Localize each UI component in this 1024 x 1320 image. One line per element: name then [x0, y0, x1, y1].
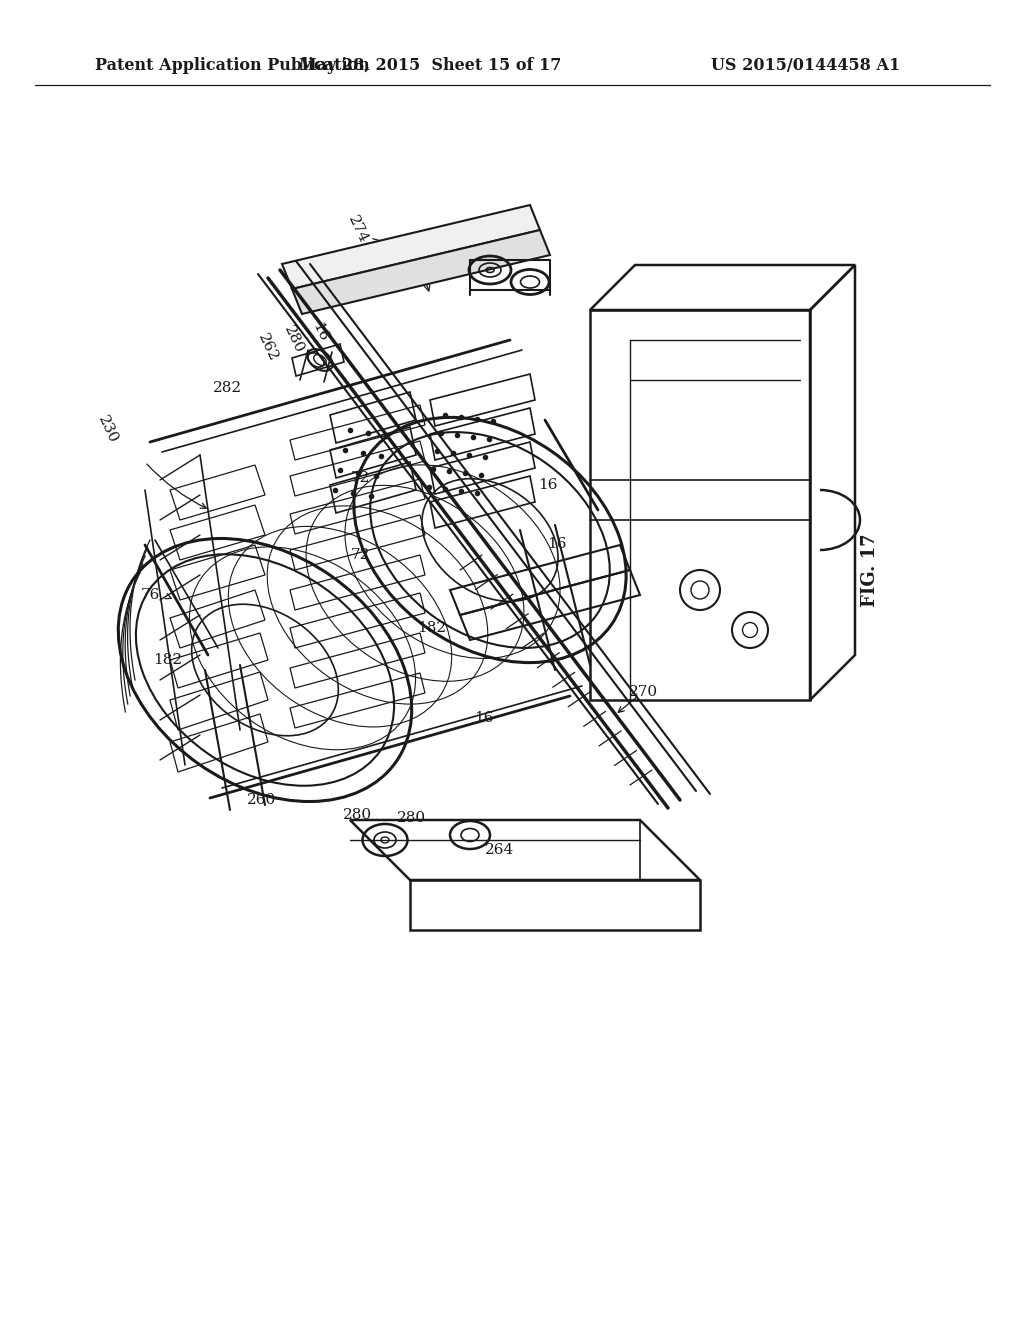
Polygon shape — [282, 205, 540, 289]
Text: US 2015/0144458 A1: US 2015/0144458 A1 — [711, 57, 900, 74]
Text: 76: 76 — [140, 587, 160, 602]
Text: Patent Application Publication: Patent Application Publication — [95, 57, 370, 74]
Text: 16: 16 — [474, 711, 494, 725]
Text: 270: 270 — [630, 685, 658, 700]
Text: 280: 280 — [397, 810, 427, 825]
Text: 282: 282 — [213, 381, 243, 395]
Text: 182: 182 — [154, 653, 182, 667]
Text: 264: 264 — [485, 843, 515, 857]
Text: May 28, 2015  Sheet 15 of 17: May 28, 2015 Sheet 15 of 17 — [299, 57, 561, 74]
Text: 72: 72 — [350, 548, 370, 562]
Text: 280: 280 — [343, 808, 373, 822]
Text: 274: 274 — [345, 214, 371, 246]
Text: 16: 16 — [539, 478, 558, 492]
Text: 260: 260 — [248, 793, 276, 807]
Text: 16: 16 — [309, 321, 331, 343]
Polygon shape — [292, 230, 550, 314]
Text: 16: 16 — [547, 537, 566, 550]
Text: 182: 182 — [418, 620, 446, 635]
Text: 280: 280 — [282, 323, 306, 356]
Text: 230: 230 — [95, 414, 121, 446]
Text: FIG. 17: FIG. 17 — [861, 533, 879, 607]
Text: 72: 72 — [350, 471, 370, 484]
Text: 262: 262 — [255, 331, 281, 364]
